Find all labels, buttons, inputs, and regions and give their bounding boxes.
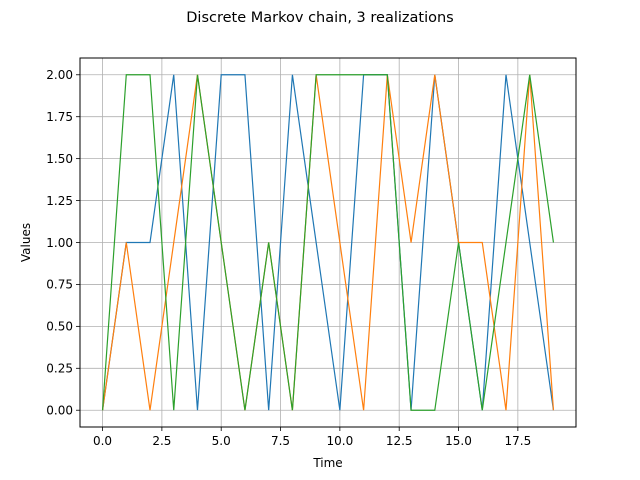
x-tick-label: 12.5 xyxy=(386,434,413,448)
series-line-3 xyxy=(101,74,555,411)
y-tick-label: 2.00 xyxy=(46,68,73,82)
y-tick-label: 1.75 xyxy=(46,110,73,124)
x-axis-title: Time xyxy=(312,456,342,470)
y-tick-label: 0.00 xyxy=(46,404,73,418)
y-tick-label: 0.75 xyxy=(46,278,73,292)
x-tick-label: 7.5 xyxy=(271,434,290,448)
y-axis-title: Values xyxy=(19,223,33,262)
grid-lines xyxy=(80,58,576,427)
y-tick-label: 0.50 xyxy=(46,320,73,334)
y-tick-label: 1.25 xyxy=(46,194,73,208)
x-tick-label: 10.0 xyxy=(327,434,354,448)
x-tick-label: 17.5 xyxy=(504,434,531,448)
series-lines xyxy=(101,74,555,411)
x-tick-label: 15.0 xyxy=(445,434,472,448)
x-tick-label: 0.0 xyxy=(93,434,112,448)
axis-ticks: 0.0 2.5 5.0 7.5 10.0 12.5 15.0 17.5 0.00 0.25 0.50… xyxy=(46,68,531,448)
y-tick-label: 0.25 xyxy=(46,362,73,376)
x-tick-label: 2.5 xyxy=(152,434,171,448)
x-tick-label: 5.0 xyxy=(212,434,231,448)
chart-title: Discrete Markov chain, 3 realizations xyxy=(186,10,453,26)
y-tick-label: 1.50 xyxy=(46,152,73,166)
series-line-2 xyxy=(101,74,555,411)
y-tick-label: 1.00 xyxy=(46,236,73,250)
